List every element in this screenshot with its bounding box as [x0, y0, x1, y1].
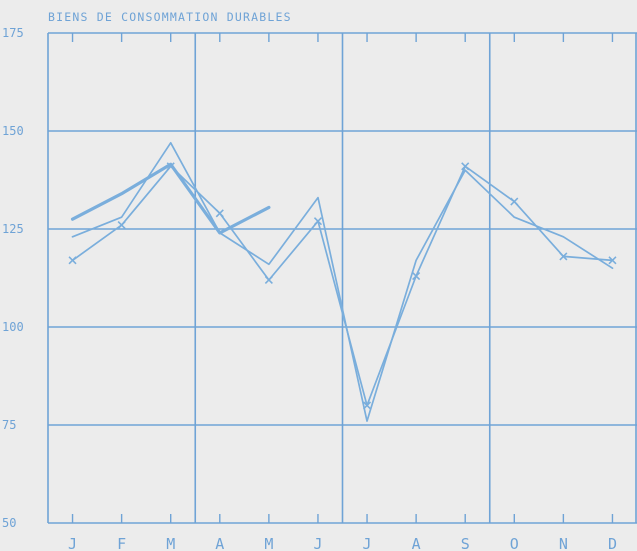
y-tick-label: 100 [2, 320, 24, 334]
series-line-3 [70, 162, 271, 235]
data-point-marker [559, 252, 568, 261]
x-tick-label: M [166, 535, 175, 551]
x-tick-label: J [363, 535, 372, 551]
chart-title: BIENS DE CONSOMMATION DURABLES [48, 10, 292, 24]
x-tick-label: J [68, 535, 77, 551]
y-tick-label: 75 [2, 418, 16, 432]
x-tick-label: O [510, 535, 519, 551]
series-lines [68, 141, 617, 422]
data-point-marker [313, 217, 323, 226]
data-point-marker [362, 401, 372, 410]
x-tick-label: M [264, 535, 273, 551]
y-tick-label: 125 [2, 222, 24, 236]
x-tick-label: A [412, 535, 421, 551]
data-point-marker [215, 209, 224, 218]
x-tick-label: D [608, 535, 617, 551]
y-tick-label: 50 [2, 516, 16, 530]
axis-ticks [71, 33, 614, 523]
series-line-2 [71, 165, 614, 407]
data-point-marker [608, 256, 617, 265]
x-tick-label: F [117, 535, 126, 551]
grid [47, 32, 637, 524]
data-point-marker [510, 197, 519, 206]
y-axis-tick-labels: 175 150 125 100 75 50 [2, 26, 24, 530]
data-point-marker [117, 221, 126, 230]
series-line-1 [71, 141, 614, 422]
x-tick-label: S [461, 535, 470, 551]
x-tick-label: A [215, 535, 224, 551]
data-point-marker [68, 256, 77, 265]
x-tick-label: J [313, 535, 322, 551]
x-tick-label: N [559, 535, 568, 551]
data-point-marker [412, 271, 421, 281]
y-tick-label: 175 [2, 26, 24, 40]
data-point-marker [264, 275, 273, 285]
y-tick-label: 150 [2, 124, 24, 138]
data-point-marker [461, 162, 470, 171]
